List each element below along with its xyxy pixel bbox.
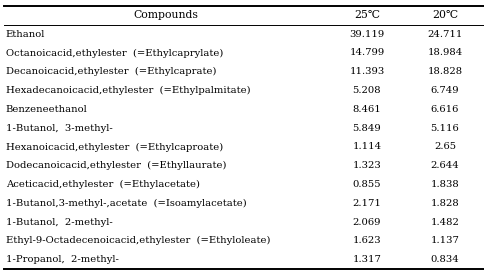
Text: 1.317: 1.317 (352, 255, 380, 264)
Text: 1-Butanol,  2-methyl-: 1-Butanol, 2-methyl- (6, 218, 112, 227)
Text: Octanoicacid,ethylester  (=Ethylcaprylate): Octanoicacid,ethylester (=Ethylcaprylate… (6, 48, 223, 58)
Text: 8.461: 8.461 (352, 105, 380, 114)
Text: Ethanol: Ethanol (6, 30, 45, 39)
Text: 1.482: 1.482 (430, 218, 458, 227)
Text: Benzeneethanol: Benzeneethanol (6, 105, 88, 114)
Text: 1-Butanol,3-methyl-,acetate  (=Isoamylacetate): 1-Butanol,3-methyl-,acetate (=Isoamylace… (6, 199, 246, 208)
Text: 1.114: 1.114 (352, 142, 381, 152)
Text: 24.711: 24.711 (426, 30, 462, 39)
Text: 25℃: 25℃ (353, 10, 379, 21)
Text: 2.171: 2.171 (352, 199, 380, 208)
Text: 1.323: 1.323 (352, 161, 380, 170)
Text: 0.834: 0.834 (430, 255, 458, 264)
Text: 20℃: 20℃ (431, 10, 457, 21)
Text: 2.069: 2.069 (352, 218, 380, 227)
Text: Hexanoicacid,ethylester  (=Ethylcaproate): Hexanoicacid,ethylester (=Ethylcaproate) (6, 142, 223, 152)
Text: 1.623: 1.623 (352, 236, 380, 246)
Text: 1.137: 1.137 (430, 236, 458, 246)
Text: 5.116: 5.116 (430, 124, 458, 133)
Text: 11.393: 11.393 (348, 67, 384, 76)
Text: 2.65: 2.65 (433, 142, 455, 152)
Text: 1-Butanol,  3-methyl-: 1-Butanol, 3-methyl- (6, 124, 112, 133)
Text: 18.828: 18.828 (426, 67, 462, 76)
Text: 1-Propanol,  2-methyl-: 1-Propanol, 2-methyl- (6, 255, 119, 264)
Text: Dodecanoicacid,ethylester  (=Ethyllaurate): Dodecanoicacid,ethylester (=Ethyllaurate… (6, 161, 226, 170)
Text: 6.749: 6.749 (430, 86, 458, 95)
Text: Compounds: Compounds (133, 10, 198, 21)
Text: Hexadecanoicacid,ethylester  (=Ethylpalmitate): Hexadecanoicacid,ethylester (=Ethylpalmi… (6, 86, 250, 95)
Text: 39.119: 39.119 (348, 30, 384, 39)
Text: 2.644: 2.644 (430, 161, 458, 170)
Text: Ethyl-9-Octadecenoicacid,ethylester  (=Ethyloleate): Ethyl-9-Octadecenoicacid,ethylester (=Et… (6, 236, 270, 246)
Text: Decanoicacid,ethylester  (=Ethylcaprate): Decanoicacid,ethylester (=Ethylcaprate) (6, 67, 216, 76)
Text: 5.849: 5.849 (352, 124, 380, 133)
Text: 18.984: 18.984 (426, 48, 462, 58)
Text: 5.208: 5.208 (352, 86, 380, 95)
Text: 14.799: 14.799 (348, 48, 384, 58)
Text: Aceticacid,ethylester  (=Ethylacetate): Aceticacid,ethylester (=Ethylacetate) (6, 180, 199, 189)
Text: 6.616: 6.616 (430, 105, 458, 114)
Text: 1.838: 1.838 (430, 180, 458, 189)
Text: 1.828: 1.828 (430, 199, 458, 208)
Text: 0.855: 0.855 (352, 180, 380, 189)
